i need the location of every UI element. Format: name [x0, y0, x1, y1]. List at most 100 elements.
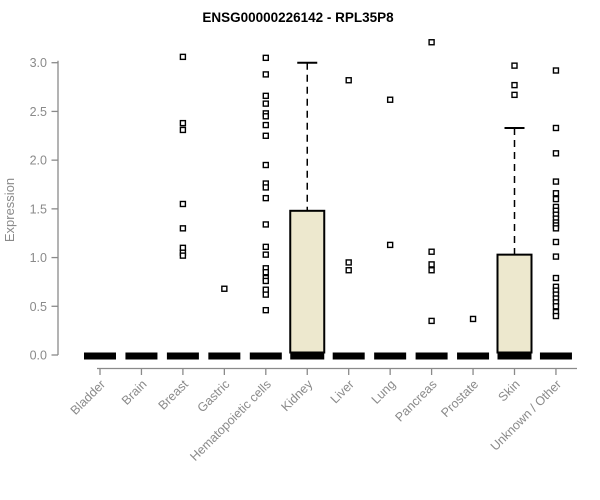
outlier-point — [552, 303, 560, 310]
box-gastric — [208, 285, 241, 360]
x-tick-label: Gastric — [195, 377, 233, 415]
x-tick-label: Kidney — [278, 377, 315, 414]
outlier-point — [511, 91, 518, 99]
outlier-point — [552, 225, 560, 232]
x-tick-label: Liver — [328, 377, 357, 406]
outlier-point — [345, 77, 352, 84]
box-hematopoietic-cells — [249, 54, 282, 360]
y-axis-label: Expression — [2, 178, 17, 242]
outlier-point — [345, 259, 352, 266]
outlier-point — [179, 53, 187, 61]
box-liver — [332, 77, 365, 360]
outlier-point — [262, 92, 269, 100]
median-line — [290, 352, 325, 360]
box-unknown-other — [539, 67, 572, 360]
box-lung — [374, 96, 407, 360]
zero-box — [332, 352, 365, 360]
y-tick-label: 1.0 — [30, 251, 47, 265]
zero-box — [125, 352, 158, 360]
outlier-point — [179, 225, 187, 232]
outlier-point — [552, 195, 560, 203]
x-tick-label: Bladder — [68, 377, 108, 417]
zero-box — [374, 352, 407, 360]
outlier-point — [428, 317, 435, 325]
outlier-point — [386, 241, 394, 249]
x-tick-label: Prostate — [438, 377, 481, 420]
outlier-point — [262, 291, 269, 298]
x-tick-label: Unknown / Other — [488, 377, 564, 453]
outlier-point — [262, 306, 269, 314]
box-skin — [496, 62, 533, 360]
x-tick-label: Brain — [119, 377, 150, 408]
x-tick-label: Skin — [496, 377, 523, 404]
outlier-point — [511, 62, 518, 69]
outlier-point — [179, 119, 187, 127]
outlier-point — [262, 121, 269, 129]
y-tick-label: 0.5 — [30, 300, 47, 314]
outlier-point — [262, 54, 269, 62]
y-tick-label: 3.0 — [30, 56, 47, 70]
y-tick-label: 2.0 — [30, 154, 47, 168]
outlier-point — [262, 268, 269, 276]
box-pancreas — [415, 39, 448, 360]
outlier-point — [469, 315, 477, 323]
outlier-point — [262, 161, 269, 169]
outlier-point — [262, 71, 269, 78]
outlier-point — [552, 67, 560, 74]
outlier-point — [428, 261, 435, 268]
outlier-point — [386, 96, 394, 103]
outlier-point — [262, 113, 269, 120]
outlier-point — [262, 100, 269, 107]
zero-box — [539, 352, 572, 360]
y-tick-label: 1.5 — [30, 202, 47, 216]
outlier-point — [262, 132, 269, 139]
box-brain — [125, 352, 158, 360]
zero-box — [415, 352, 448, 360]
zero-box — [84, 352, 116, 360]
outlier-point — [552, 150, 560, 157]
box-rect — [289, 209, 326, 354]
outlier-point — [552, 253, 560, 260]
outlier-point — [262, 184, 269, 191]
outlier-point — [179, 126, 187, 134]
outlier-point — [428, 39, 435, 46]
box-bladder — [84, 352, 116, 360]
box-prostate — [457, 315, 490, 360]
outlier-point — [552, 238, 560, 246]
outlier-point — [221, 285, 228, 292]
outlier-point — [511, 81, 518, 89]
outlier-point — [428, 267, 435, 274]
y-tick-label: 0.0 — [30, 349, 47, 363]
outlier-point — [552, 274, 560, 282]
x-tick-label: Lung — [369, 377, 399, 407]
outlier-point — [552, 124, 560, 132]
x-tick-label: Hematopoietic cells — [187, 377, 274, 464]
zero-box — [457, 352, 490, 360]
outlier-point — [262, 221, 269, 228]
chart-title: ENSG00000226142 - RPL35P8 — [202, 10, 394, 25]
box-breast — [166, 53, 199, 360]
outlier-point — [345, 267, 352, 274]
outlier-point — [179, 200, 187, 208]
box-rect — [496, 253, 533, 354]
outlier-point — [262, 277, 269, 285]
x-tick-label: Breast — [156, 377, 192, 413]
outlier-point — [552, 312, 560, 320]
zero-box — [166, 352, 199, 360]
outlier-point — [179, 252, 187, 259]
box-kidney — [289, 61, 326, 360]
median-line — [497, 352, 532, 360]
outlier-point — [262, 251, 269, 258]
x-tick-label: Pancreas — [392, 377, 439, 424]
outlier-point — [552, 178, 560, 185]
y-tick-label: 2.5 — [30, 105, 47, 119]
zero-box — [249, 352, 282, 360]
boxes-group — [84, 39, 572, 360]
outlier-point — [552, 190, 560, 197]
zero-box — [208, 352, 241, 360]
outlier-point — [262, 194, 269, 202]
outlier-point — [262, 243, 269, 251]
outlier-point — [428, 248, 435, 255]
